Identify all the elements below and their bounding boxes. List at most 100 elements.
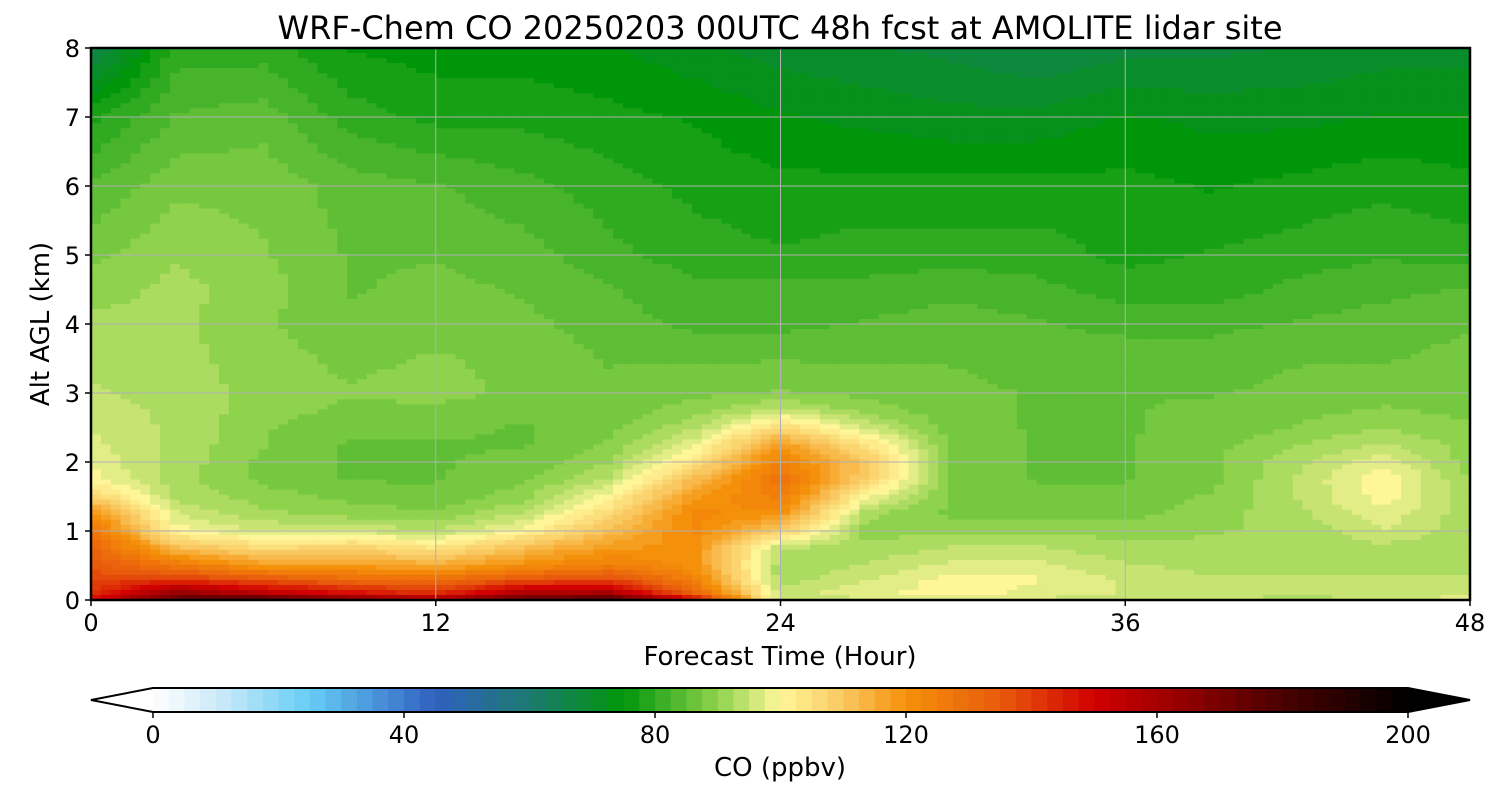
heatmap-cell [1164, 118, 1176, 124]
heatmap-cell [760, 158, 772, 165]
heatmap-cell [386, 188, 397, 195]
heatmap-cell [1233, 203, 1245, 210]
heatmap-cell [947, 133, 959, 139]
heatmap-cell [514, 178, 525, 185]
heatmap-cell [376, 58, 388, 64]
heatmap-cell [120, 198, 131, 205]
heatmap-cell [327, 78, 338, 84]
heatmap-cell [997, 123, 1008, 129]
heatmap-cell [376, 143, 388, 149]
heatmap-cell [997, 178, 1008, 185]
heatmap-cell [288, 163, 299, 170]
heatmap-cell [465, 138, 476, 144]
heatmap-cell [622, 68, 634, 74]
heatmap-cell [228, 153, 240, 159]
heatmap-cell [721, 53, 732, 59]
heatmap-cell [258, 163, 269, 170]
heatmap-cell [682, 153, 693, 159]
heatmap-cell [150, 108, 161, 114]
heatmap-cell [425, 158, 437, 165]
heatmap-cell [1440, 138, 1451, 144]
heatmap-cell [780, 153, 791, 159]
heatmap-cell [1046, 53, 1057, 59]
heatmap-cell [386, 193, 397, 200]
heatmap-cell [199, 188, 210, 195]
heatmap-cell [219, 48, 230, 54]
heatmap-cell [1263, 78, 1274, 84]
heatmap-cell [1095, 208, 1107, 215]
heatmap-cell [465, 213, 476, 220]
heatmap-cell [947, 193, 959, 200]
heatmap-cell [110, 148, 122, 154]
heatmap-cell [711, 53, 722, 59]
heatmap-cell [1007, 83, 1018, 89]
heatmap-cell [1450, 53, 1461, 59]
heatmap-cell [1302, 138, 1313, 144]
heatmap-cell [800, 83, 811, 89]
heatmap-cell [416, 163, 427, 170]
heatmap-cell [977, 208, 988, 215]
heatmap-cell [130, 63, 141, 69]
heatmap-cell [819, 203, 831, 210]
heatmap-cell [721, 213, 732, 220]
heatmap-cell [150, 123, 161, 129]
heatmap-cell [701, 163, 713, 170]
heatmap-cell [130, 118, 141, 124]
heatmap-cell [504, 143, 516, 149]
heatmap-cell [711, 108, 722, 114]
heatmap-cell [780, 73, 791, 79]
heatmap-cell [416, 203, 427, 210]
heatmap-cell [928, 173, 939, 180]
heatmap-cell [307, 53, 319, 59]
heatmap-cell [672, 208, 683, 215]
heatmap-cell [1204, 138, 1215, 144]
heatmap-cell [563, 173, 575, 180]
heatmap-cell [485, 73, 496, 79]
heatmap-cell [494, 173, 506, 180]
heatmap-cell [810, 118, 821, 124]
heatmap-cell [967, 123, 979, 129]
heatmap-cell [110, 153, 122, 159]
heatmap-cell [908, 123, 919, 129]
heatmap-cell [652, 88, 663, 94]
heatmap-cell [347, 218, 358, 225]
heatmap-cell [150, 48, 161, 54]
heatmap-cell [396, 113, 407, 119]
heatmap-cell [1371, 98, 1382, 104]
heatmap-cell [652, 148, 663, 154]
heatmap-cell [524, 63, 535, 69]
heatmap-cell [1184, 208, 1195, 215]
heatmap-cell [288, 103, 299, 109]
heatmap-cell [1194, 213, 1205, 220]
heatmap-cell [110, 58, 122, 64]
heatmap-cell [583, 123, 594, 129]
heatmap-cell [672, 58, 683, 64]
heatmap-cell [869, 158, 880, 165]
heatmap-cell [1046, 68, 1057, 74]
heatmap-cell [1401, 193, 1412, 200]
heatmap-cell [248, 193, 260, 200]
heatmap-cell [1341, 188, 1353, 195]
heatmap-cell [1076, 88, 1087, 94]
heatmap-cell [1174, 88, 1185, 94]
heatmap-cell [1066, 203, 1077, 210]
heatmap-cell [938, 133, 949, 139]
heatmap-cell [1194, 88, 1205, 94]
heatmap-cell [770, 138, 782, 144]
heatmap-cell [1243, 218, 1254, 225]
heatmap-cell [209, 138, 220, 144]
heatmap-cell [1460, 203, 1470, 210]
heatmap-cell [790, 138, 801, 144]
heatmap-cell [1036, 148, 1048, 154]
heatmap-cell [494, 203, 506, 210]
heatmap-cell [396, 148, 407, 154]
heatmap-cell [159, 68, 171, 74]
heatmap-cell [475, 198, 486, 205]
heatmap-cell [514, 83, 525, 89]
heatmap-cell [1026, 173, 1038, 180]
heatmap-cell [1243, 128, 1254, 134]
heatmap-cell [977, 108, 988, 114]
heatmap-cell [406, 63, 417, 69]
heatmap-cell [228, 138, 240, 144]
heatmap-cell [780, 143, 791, 149]
